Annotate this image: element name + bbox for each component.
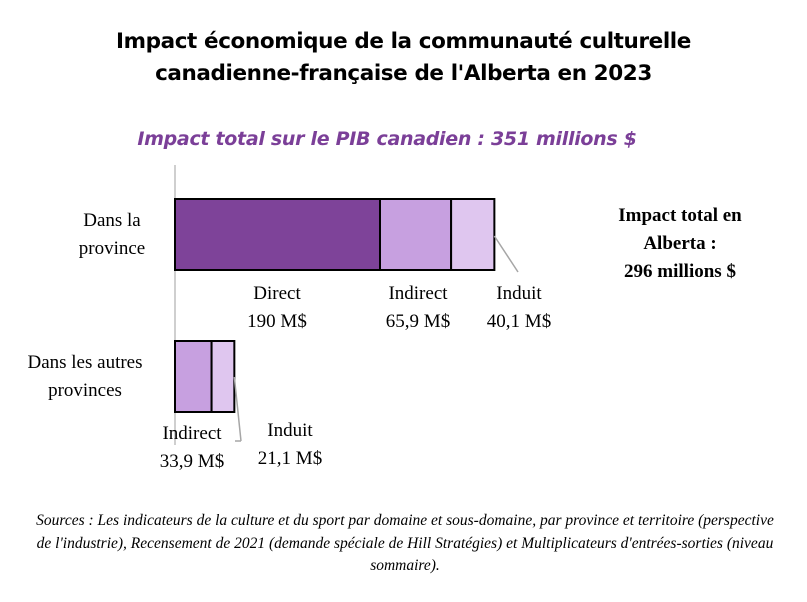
bar-segment-induit [450,198,496,271]
sources-note: Sources : Les indicateurs de la culture … [36,512,774,574]
segment-value-label: 190 M$ [247,311,307,332]
segment-name-label: Direct [253,283,301,304]
category-label: Dans les autres [27,352,142,373]
segment-name-label: Indirect [388,283,448,304]
segment-name-label: Induit [267,420,313,441]
alberta-total-box: Impact total en Alberta : 296 millions $ [590,202,770,286]
bar-segment-direct [174,198,381,271]
chart-subtitle: Impact total sur le PIB canadien : 351 m… [137,128,637,150]
alberta-total-line-1: Impact total en [618,205,742,226]
alberta-total-line-2: Alberta : [643,233,717,254]
alberta-total-line-3: 296 millions $ [624,261,736,282]
segment-value-label: 40,1 M$ [487,311,551,332]
category-label: Dans la [83,210,141,231]
leader-line [233,376,242,442]
segment-name-label: Indirect [162,423,222,444]
leader-line [493,235,519,273]
segment-name-label: Induit [496,283,542,304]
bar-segment-indirect [174,340,213,413]
segment-value-label: 65,9 M$ [386,311,450,332]
bar-segment-indirect [379,198,453,271]
segment-value-label: 33,9 M$ [160,451,224,472]
chart-title-line-2: canadienne-française de l'Alberta en 202… [155,61,652,86]
category-label: provinces [48,380,122,401]
chart-title-line-1: Impact économique de la communauté cultu… [116,29,691,54]
category-label: province [79,238,145,259]
segment-value-label: 21,1 M$ [258,448,322,469]
bar-segment-induit [210,340,236,413]
chart-title: Impact économique de la communauté cultu… [0,26,807,90]
